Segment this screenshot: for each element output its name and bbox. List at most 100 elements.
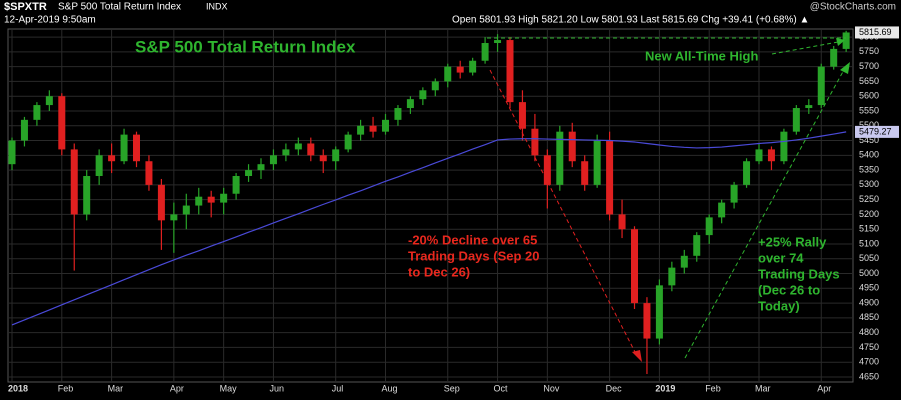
candle-body <box>332 149 340 162</box>
last-price-box <box>855 26 899 39</box>
annotation: over 74 <box>758 250 804 265</box>
annotation: to Dec 26) <box>408 264 470 279</box>
x-tick-label: 2018 <box>8 383 28 393</box>
y-tick-label: 5100 <box>859 238 879 248</box>
symbol: $SPXTR <box>4 1 47 13</box>
candle-body <box>531 128 539 156</box>
x-tick-label: Mar <box>108 383 124 393</box>
candle-body <box>157 184 165 221</box>
x-tick-label: Nov <box>543 383 560 393</box>
ma-value-box <box>855 125 899 138</box>
date: 12-Apr-2019 9:50am <box>4 15 96 26</box>
y-tick-label: 5600 <box>859 91 879 101</box>
annotation: Trading Days <box>758 266 840 281</box>
candle-body <box>232 176 240 194</box>
candle-body <box>817 66 825 106</box>
candle-body <box>45 96 53 106</box>
y-tick-label: 5350 <box>859 164 879 174</box>
candle-body <box>294 143 302 150</box>
x-tick-label: Jun <box>269 383 284 393</box>
candle-body <box>743 161 751 185</box>
candle-body <box>220 193 228 203</box>
candle-body <box>705 217 713 236</box>
candle-body <box>494 40 502 44</box>
candle-body <box>33 105 41 120</box>
plot-area <box>8 30 853 382</box>
candle-body <box>842 32 850 49</box>
last-price-label: 5815.69 <box>859 27 892 37</box>
ma-value-label: 5479.27 <box>859 126 892 136</box>
x-tick-label: Feb <box>705 383 721 393</box>
candle-body <box>431 81 439 91</box>
candle-body <box>170 214 178 221</box>
y-tick-label: 4650 <box>859 371 879 381</box>
candle-body <box>108 155 116 162</box>
candle-body <box>133 134 140 162</box>
candle-body <box>643 303 651 339</box>
y-tick-label: 5650 <box>859 76 879 86</box>
candle-body <box>382 119 389 132</box>
moving-average <box>11 131 847 326</box>
x-tick-label: Dec <box>606 383 623 393</box>
candle-body <box>344 134 352 150</box>
decline-line <box>489 69 636 353</box>
candle-body <box>456 66 464 73</box>
y-tick-label: 5400 <box>859 150 879 160</box>
y-tick-label: 5750 <box>859 46 879 56</box>
symbol-name: S&P 500 Total Return Index <box>58 2 181 13</box>
candle-body <box>680 255 688 268</box>
y-tick-label: 4850 <box>859 312 879 322</box>
candle-body <box>145 161 153 185</box>
candle-body <box>20 119 28 141</box>
candle-body <box>780 131 788 162</box>
candle-body <box>419 90 427 100</box>
x-tick-label: Jul <box>332 383 344 393</box>
candle-body <box>543 155 551 185</box>
y-tick-label: 5050 <box>859 253 879 263</box>
x-tick-label: Sep <box>444 383 460 393</box>
candle-body <box>618 214 626 230</box>
y-tick-label: 5250 <box>859 194 879 204</box>
x-tick-label: Aug <box>382 383 398 393</box>
candle-body <box>95 155 103 177</box>
candle-body <box>755 149 763 162</box>
annotation: Trading Days (Sep 20 <box>408 248 540 263</box>
y-tick-label: 5200 <box>859 209 879 219</box>
candle-body <box>593 140 601 185</box>
annotation: -20% Decline over 65 <box>408 232 537 247</box>
candle-body <box>195 196 203 206</box>
candle-body <box>58 96 66 150</box>
y-tick-label: 4700 <box>859 357 879 367</box>
y-tick-label: 4750 <box>859 342 879 352</box>
x-tick-label: Feb <box>58 383 74 393</box>
candle-body <box>481 43 489 61</box>
x-tick-label: 2019 <box>655 383 675 393</box>
rally-line <box>684 67 846 359</box>
candle-body <box>444 66 452 82</box>
arrow-head <box>632 350 642 362</box>
candle-body <box>606 140 614 215</box>
candle-body <box>581 161 589 185</box>
candle-body <box>518 102 526 129</box>
candle-body <box>805 105 813 109</box>
chart-title: S&P 500 Total Return Index <box>135 37 356 56</box>
y-tick-label: 4800 <box>859 327 879 337</box>
credit: @StockCharts.com <box>810 2 896 13</box>
candle-body <box>319 155 327 162</box>
y-tick-label: 5000 <box>859 268 879 278</box>
candle-body <box>182 205 190 215</box>
y-tick-label: 5550 <box>859 105 879 115</box>
annotation: New All-Time High <box>645 48 758 63</box>
candle-body <box>269 155 277 165</box>
candle-body <box>245 170 253 177</box>
y-tick-label: 5700 <box>859 61 879 71</box>
annotation: (Dec 26 to <box>758 282 820 297</box>
arrow-head <box>840 62 850 74</box>
annotation: +25% Rally <box>758 234 827 249</box>
candle-body <box>506 40 514 103</box>
candle-body <box>70 149 78 215</box>
candle-body <box>767 149 775 162</box>
candle-body <box>469 60 477 73</box>
candle-body <box>83 176 91 215</box>
